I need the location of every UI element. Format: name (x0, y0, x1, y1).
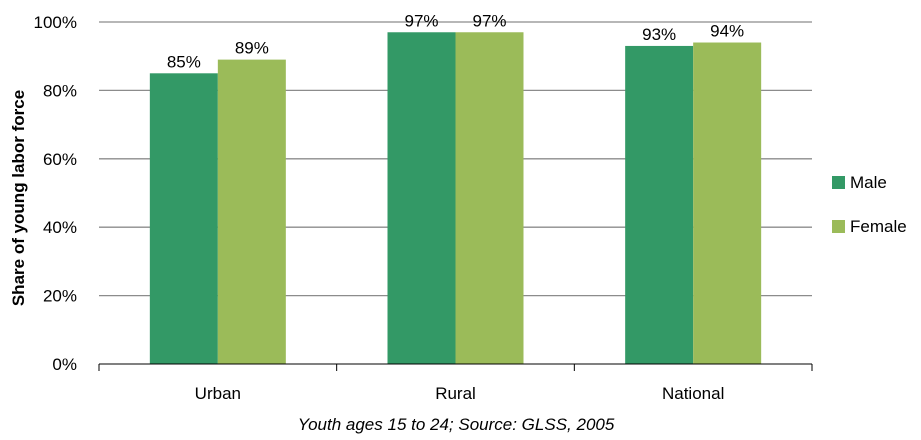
data-label: 85% (167, 52, 201, 71)
bar-male-national (625, 45, 694, 364)
x-category-label: Urban (195, 384, 241, 403)
bar-female-urban (217, 59, 286, 365)
y-tick-label: 20% (43, 287, 77, 306)
bar-female-national (693, 42, 762, 365)
bar-male-rural (387, 32, 456, 364)
data-labels: 85% 89% 97% 97% 93% 94% (167, 11, 744, 71)
y-tick-label: 40% (43, 218, 77, 237)
y-tick-label: 0% (52, 355, 77, 374)
bar-male-urban (149, 73, 218, 365)
x-axis-categories: Urban Rural National (98, 364, 813, 403)
y-axis-label: Share of young labor force (9, 90, 28, 306)
bar-female-rural (455, 32, 524, 364)
legend-swatch-male (832, 176, 845, 189)
legend-label-female: Female (850, 217, 907, 236)
data-label: 97% (472, 11, 506, 30)
data-label: 94% (710, 22, 744, 41)
y-tick-label: 100% (34, 13, 77, 32)
y-tick-label: 80% (43, 81, 77, 100)
y-axis-ticks: 0% 20% 40% 60% 80% 100% (34, 13, 77, 374)
legend: Male Female (832, 173, 907, 236)
x-category-label: National (662, 384, 724, 403)
legend-label-male: Male (850, 173, 887, 192)
x-axis-label: Youth ages 15 to 24; Source: GLSS, 2005 (298, 415, 615, 434)
legend-swatch-female (832, 220, 845, 233)
data-label: 97% (404, 11, 438, 30)
x-category-label: Rural (435, 384, 476, 403)
data-label: 93% (642, 25, 676, 44)
data-label: 89% (235, 39, 269, 58)
y-tick-label: 60% (43, 150, 77, 169)
bars (149, 32, 762, 365)
